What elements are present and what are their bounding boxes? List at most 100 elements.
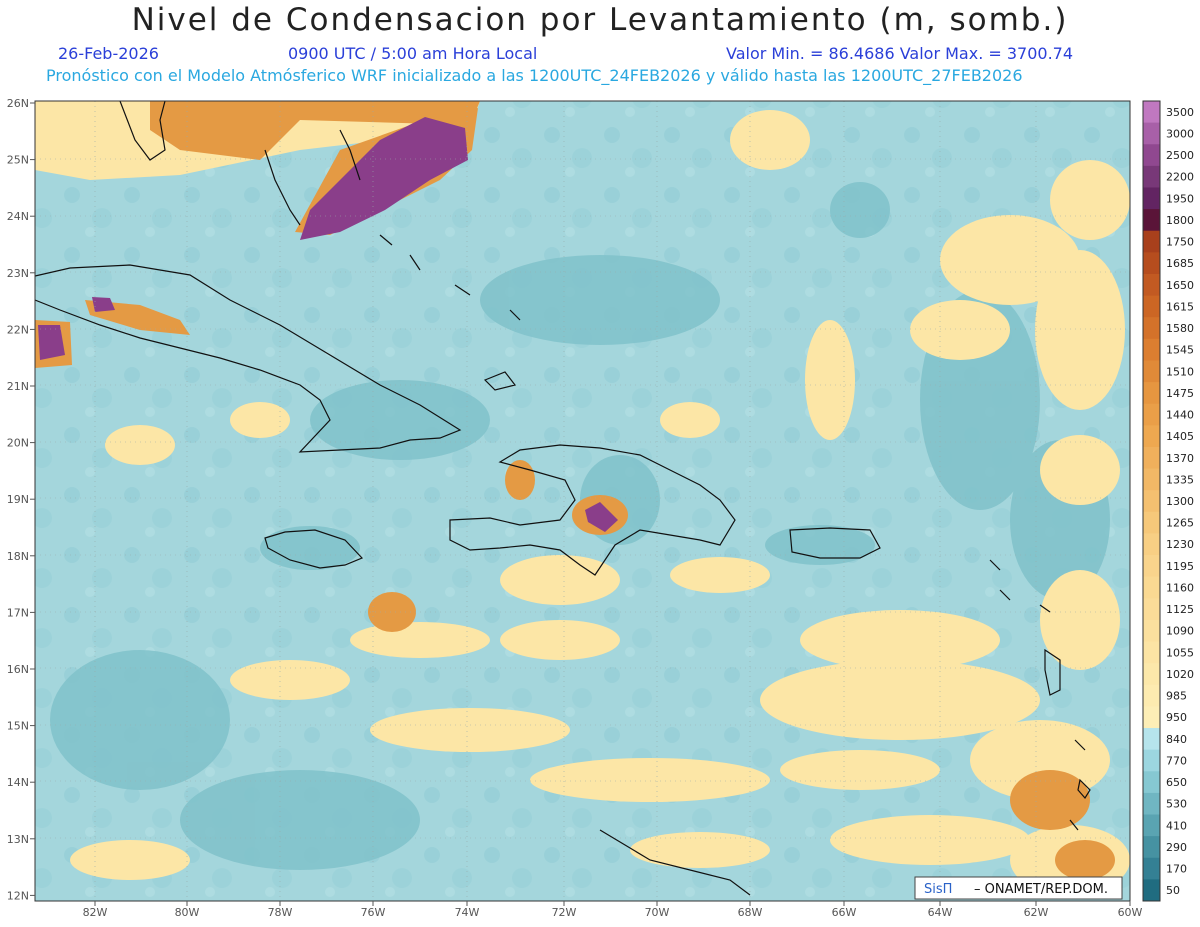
longitude-axis: 82W 80W 78W 76W 74W 72W 70W 68W 66W 64W 62W 60W [83,901,1143,919]
value-range: Valor Min. = 86.4686 Valor Max. = 3700.7… [726,44,1074,63]
legend-swatch [1143,792,1160,816]
legend-swatch [1143,425,1160,448]
legend-swatch [1143,490,1160,513]
legend-label: 1265 [1166,517,1194,530]
legend-swatch [1143,576,1160,599]
legend-label: 1440 [1166,409,1194,422]
bahamas-islands [339,129,521,391]
legend-swatch [1143,706,1160,729]
legend-swatch [1143,468,1160,491]
legend-label: 1475 [1166,387,1194,400]
legend-swatch [1143,771,1160,794]
legend-label: 950 [1166,711,1187,724]
legend-label: 290 [1166,841,1187,854]
legend-frame [1142,100,1161,902]
legend-label: 650 [1166,776,1187,789]
legend-swatch [1143,446,1160,470]
legend-label: 2500 [1166,149,1194,162]
legend-label: 1020 [1166,668,1194,681]
credit-text: – ONAMET/REP.DOM. [974,882,1108,897]
latitude-label: 20N [7,437,29,450]
legend-label: 50 [1166,884,1180,897]
legend-label: 3000 [1166,127,1194,140]
longitude-label: 82W [83,906,108,919]
legend-swatch [1143,879,1160,902]
legend-label: 1615 [1166,300,1194,313]
legend-swatch [1143,317,1160,340]
color-legend: 3500 3000 2500 2200 1950 1800 1750 1685 1650 1615… [1142,100,1194,902]
latitude-label: 12N [7,889,29,902]
legend-swatch [1143,252,1160,275]
latitude-label: 17N [7,606,29,619]
longitude-label: 70W [645,906,670,919]
forecast-date: 26-Feb-2026 [58,44,159,63]
legend-label: 1750 [1166,236,1194,249]
coastlines [35,101,1091,896]
legend-label: 1800 [1166,214,1194,227]
legend-label: 170 [1166,863,1187,876]
legend-label: 1230 [1166,538,1194,551]
longitude-label: 74W [455,906,480,919]
legend-label: 1055 [1166,646,1194,659]
longitude-label: 78W [268,906,293,919]
graticule [35,101,1130,901]
legend-swatch [1143,511,1160,534]
latitude-label: 19N [7,493,29,506]
legend-swatch [1143,187,1160,210]
legend-swatch [1143,209,1160,232]
latitude-label: 13N [7,833,29,846]
south-america-coastline [599,829,751,896]
legend-label: 1335 [1166,473,1194,486]
legend-label: 1650 [1166,279,1194,292]
max-lcl-regions [38,117,618,532]
longitude-label: 72W [552,906,577,919]
legend-label: 1370 [1166,452,1194,465]
latitude-label: 14N [7,776,29,789]
legend-label: 3500 [1166,106,1194,119]
latitude-label: 18N [7,550,29,563]
longitude-label: 62W [1024,906,1049,919]
legend-swatch [1143,101,1160,124]
legend-swatch [1143,122,1160,145]
legend-swatch [1143,836,1160,859]
map-title: Nivel de Condensacion por Levantamiento … [131,2,1069,38]
latitude-label: 16N [7,663,29,676]
legend-swatch [1143,230,1160,253]
forecast-time: 0900 UTC / 5:00 am Hora Local [288,44,538,63]
legend-label: 1195 [1166,560,1194,573]
longitude-label: 66W [832,906,857,919]
cuba-coastline [35,264,462,453]
puerto-rico-coastline [789,527,881,559]
longitude-label: 76W [361,906,386,919]
longitude-label: 80W [175,906,200,919]
latitude-label: 25N [7,154,29,167]
legend-swatch [1143,663,1160,686]
legend-swatch [1143,619,1160,643]
legend-label: 840 [1166,733,1187,746]
legend-swatch [1143,295,1160,318]
legend-label: 1545 [1166,344,1194,357]
florida-keys [264,149,301,226]
legend-label: 1125 [1166,603,1194,616]
legend-swatch [1143,360,1160,383]
legend-swatch [1143,403,1160,426]
legend-label: 770 [1166,754,1187,767]
legend-swatch [1143,728,1160,751]
legend-swatch [1143,555,1160,578]
legend-label: 1405 [1166,430,1194,443]
legend-label: 1160 [1166,581,1194,594]
credit-brand: SisΠ [924,882,952,897]
field-layer [35,101,1130,901]
longitude-label: 64W [928,906,953,919]
map-frame [34,100,1131,902]
lesser-antilles [989,559,1091,831]
legend-label: 1090 [1166,625,1194,638]
legend-swatch [1143,641,1160,664]
legend-label: 410 [1166,819,1187,832]
latitude-axis: 26N 25N 24N 23N 22N 21N 20N 19N 18N 17N 16N 15N 14N 1… [7,97,35,902]
legend-swatch [1143,273,1160,297]
legend-label: 985 [1166,690,1187,703]
credit-box: SisΠ – ONAMET/REP.DOM. [914,876,1123,900]
model-description: Pronóstico con el Modelo Atmósferico WRF… [46,66,1023,85]
